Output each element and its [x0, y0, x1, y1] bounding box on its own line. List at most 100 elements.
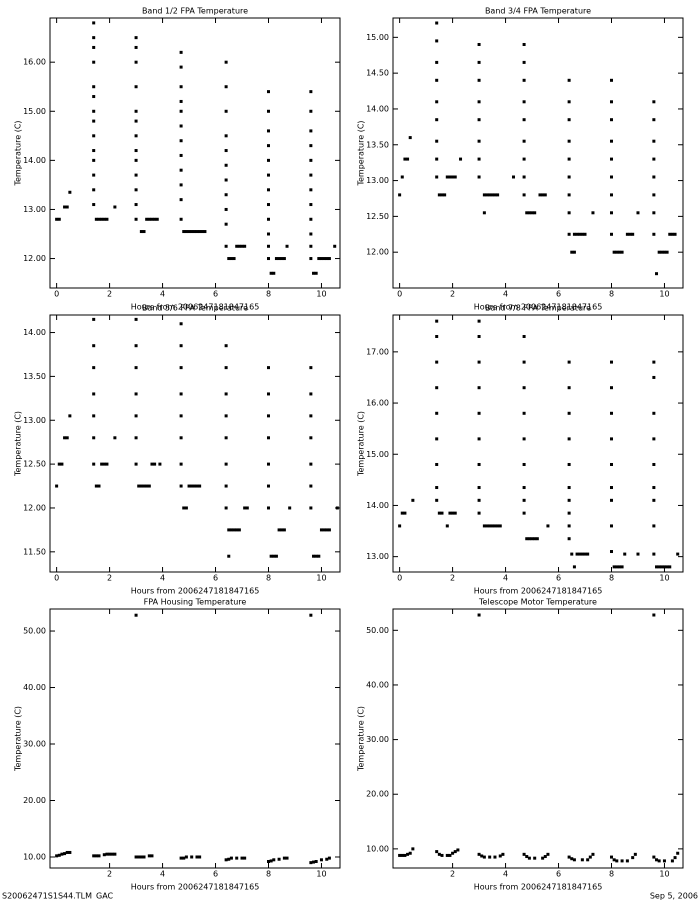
plot-frame: [392, 17, 684, 289]
x-axis-label: Hours from 2006247181847165: [474, 587, 603, 596]
x-tick-label: 10: [316, 290, 326, 299]
x-tick-label: 2: [450, 574, 455, 583]
point: [150, 217, 154, 221]
point: [179, 168, 183, 172]
point: [488, 193, 492, 197]
point: [113, 436, 117, 440]
point: [312, 554, 316, 558]
point: [57, 217, 61, 221]
point: [437, 511, 441, 515]
point: [657, 859, 661, 863]
point: [179, 139, 183, 143]
point: [652, 524, 656, 528]
point: [541, 193, 545, 197]
point: [652, 437, 656, 441]
x-tick-label: 10: [316, 574, 326, 583]
point: [541, 856, 545, 860]
y-tick-label: 17.00: [366, 347, 389, 356]
footer-file: S20062471S1S44.TLM_GAC: [2, 892, 114, 900]
point: [631, 232, 635, 236]
x-tick-label: 6: [556, 574, 561, 583]
point: [65, 850, 69, 854]
point: [437, 193, 441, 197]
point: [272, 858, 276, 862]
point: [195, 230, 199, 234]
point: [92, 85, 96, 89]
point: [142, 484, 146, 488]
point: [530, 537, 534, 541]
point: [570, 250, 574, 254]
point: [435, 175, 439, 179]
point: [543, 855, 547, 859]
x-tick-label: 2: [107, 290, 112, 299]
point: [266, 414, 270, 418]
point: [609, 157, 613, 161]
point: [609, 139, 613, 143]
point: [266, 109, 270, 113]
point: [190, 855, 194, 859]
point: [533, 856, 537, 860]
plot-frame: [392, 608, 684, 869]
y-tick-label: 13.00: [366, 552, 389, 561]
point: [134, 392, 138, 396]
point: [522, 175, 526, 179]
x-tick-label: 8: [266, 870, 271, 879]
point: [652, 462, 656, 466]
point: [309, 366, 313, 370]
point: [179, 183, 183, 187]
point: [134, 36, 138, 40]
point: [198, 484, 202, 488]
point: [522, 335, 526, 339]
point: [92, 21, 96, 25]
point: [668, 232, 672, 236]
point: [317, 554, 321, 558]
point: [224, 506, 228, 510]
point: [403, 157, 407, 161]
point: [319, 257, 323, 261]
point: [567, 486, 571, 490]
point: [309, 506, 313, 510]
point: [92, 95, 96, 99]
point: [477, 157, 481, 161]
x-tick-label: 10: [659, 574, 669, 583]
point: [482, 855, 486, 859]
point: [440, 193, 444, 197]
x-tick-label: 6: [213, 290, 218, 299]
point: [266, 158, 270, 162]
point: [612, 250, 616, 254]
y-tick-label: 15.00: [366, 450, 389, 459]
point: [445, 175, 449, 179]
point: [530, 211, 534, 215]
point: [400, 511, 404, 515]
point: [477, 78, 481, 82]
point: [179, 322, 183, 326]
point: [567, 462, 571, 466]
point: [325, 857, 329, 861]
point: [538, 193, 542, 197]
point: [195, 855, 199, 859]
x-tick-label: 4: [503, 574, 508, 583]
point: [224, 392, 228, 396]
point: [288, 506, 292, 510]
point: [498, 524, 502, 528]
point: [309, 90, 313, 94]
point: [224, 207, 228, 211]
point: [652, 552, 656, 556]
panel: Telescope Motor Temperature Hours from 20…: [357, 598, 684, 892]
point: [147, 217, 151, 221]
point: [179, 50, 183, 54]
point: [615, 250, 619, 254]
point: [333, 244, 337, 248]
x-axis-label: Hours from 2006247181847165: [474, 883, 603, 892]
point: [92, 392, 96, 396]
point: [453, 175, 457, 179]
y-axis-label: Temperature (C): [357, 411, 366, 477]
point: [625, 232, 629, 236]
y-tick-label: 13.00: [23, 205, 46, 214]
point: [155, 217, 159, 221]
point: [145, 217, 149, 221]
point: [224, 462, 228, 466]
point: [97, 854, 101, 858]
point: [92, 436, 96, 440]
